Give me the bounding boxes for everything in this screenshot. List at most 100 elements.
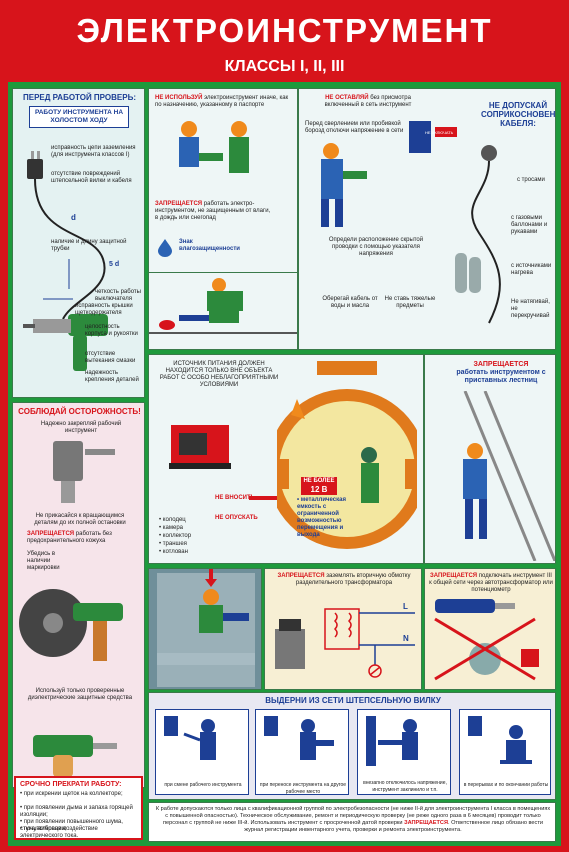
autotransformer-illustration bbox=[434, 599, 539, 681]
label-N: N bbox=[403, 634, 409, 643]
rain-forbidden: ЗАПРЕЩАЕТСЯ работать электро-инструменто… bbox=[155, 201, 273, 222]
panel-usage-rules: НЕ ИСПОЛЬЗУЙ электроинструмент иначе, ка… bbox=[148, 88, 298, 273]
panel-unplug: ВЫДЕРНИ ИЗ СЕТИ ШТЕПСЕЛЬНУЮ ВИЛКУ при см… bbox=[148, 692, 556, 800]
carrying-worker-icon bbox=[264, 716, 334, 760]
drill-hands-illustration bbox=[33, 735, 117, 777]
no-leave-text: НЕ ОСТАВЛЯЙ без присмотра включенный в с… bbox=[313, 95, 423, 109]
place-chamber: • камера bbox=[159, 525, 183, 531]
unplug-case-4-text: в перерывах и по окончании работы bbox=[463, 782, 549, 788]
drop-icon bbox=[158, 239, 172, 257]
panel-check-before-work: ПЕРЕД РАБОТОЙ ПРОВЕРЬ: РАБОТУ ИНСТРУМЕНТ… bbox=[12, 88, 145, 398]
ladder-forbidden-rest: работать инструментом с приставных лестн… bbox=[456, 369, 546, 384]
panel-cable-protection bbox=[148, 273, 298, 350]
unplug-case-1-text: при смене рабочего инструмента bbox=[164, 782, 242, 788]
panel-confined-space: ИСТОЧНИК ПИТАНИЯ ДОЛЖЕН НАХОДИТСЯ ТОЛЬКО… bbox=[148, 354, 424, 564]
cable-heading: НЕ ДОПУСКАЙ СОПРИКОСНОВЕНИЯ КАБЕЛЯ: bbox=[481, 101, 556, 128]
panel-be-careful: СОБЛЮДАЙ ОСТОРОЖНОСТЬ! Надежно закрепляй… bbox=[12, 402, 145, 788]
protective-text: Используй только проверенные диэлектриче… bbox=[27, 688, 133, 701]
check-label-tube: наличие и длину защитной трубки bbox=[51, 239, 127, 252]
check-label-parts: надежность крепления деталей bbox=[85, 370, 139, 383]
resting-worker-icon bbox=[468, 716, 532, 764]
protect-cable-text: Оберегай кабель от воды и масла bbox=[322, 296, 378, 309]
workers-illustration bbox=[179, 121, 249, 173]
transformer-illustration bbox=[275, 608, 415, 678]
check-label-plug: отсутствие повреждений штепсельной вилки… bbox=[51, 171, 132, 184]
unplug-case-1: при смене рабочего инструмента bbox=[155, 709, 249, 795]
panel-transformer: ЗАПРЕЩАЕТСЯ заземлять вторичную обмотку … bbox=[264, 568, 422, 690]
voltage-line-2: 12 В bbox=[310, 485, 328, 494]
cable-item-heat: с источниками нагрева bbox=[511, 263, 552, 276]
plug-worker-icon bbox=[164, 716, 216, 760]
unplug-heading: ВЫДЕРНИ ИЗ СЕТИ ШТЕПСЕЛЬНУЮ ВИЛКУ bbox=[265, 696, 441, 705]
autotransformer-text: ЗАПРЕЩАЕТСЯ подключать инструмент III к … bbox=[429, 573, 553, 594]
poster-title: ЭЛЕКТРОИНСТРУМЕНТ bbox=[76, 12, 493, 49]
no-heavy-text: Не ставь тяжелые предметы bbox=[384, 296, 436, 309]
autotransformer-forbidden-rest: подключать инструмент III к общей сети ч… bbox=[429, 573, 553, 593]
footer-text-a: К работе допускаются только лица с квали… bbox=[155, 806, 551, 826]
panel-footer: К работе допускаются только лица с квали… bbox=[148, 802, 556, 842]
no-use-bold: НЕ ИСПОЛЬЗУЙ bbox=[155, 95, 203, 101]
autotransformer-forbidden-bold: ЗАПРЕЩАЕТСЯ bbox=[430, 573, 478, 579]
drill-cable-illustration bbox=[23, 151, 108, 371]
place-collector: • коллектор bbox=[159, 533, 192, 539]
secure-tool-text: Надежно закрепляй рабочий инструмент bbox=[40, 421, 122, 434]
dim-d: d bbox=[71, 213, 76, 222]
guard-forbidden-bold: ЗАПРЕЩАЕТСЯ bbox=[27, 531, 75, 537]
panel-autotransformer: ЗАПРЕЩАЕТСЯ подключать инструмент III к … bbox=[424, 568, 556, 690]
ladder-text: ЗАПРЕЩАЕТСЯ работать инструментом с прис… bbox=[449, 361, 553, 385]
voltage-line-1: НЕ БОЛЕЕ bbox=[303, 478, 335, 484]
guard-forbidden-rest: работать без предохранительного кожуха bbox=[27, 531, 112, 544]
panel-manhole bbox=[148, 568, 262, 690]
tank-text: • металлическая емкость с ограниченной в… bbox=[297, 497, 346, 538]
no-use-rest: электроинструмент иначе, как по назначен… bbox=[155, 95, 289, 108]
place-pit: • котлован bbox=[159, 549, 188, 555]
footer-text-bold: ЗАПРЕЩАЕТСЯ bbox=[404, 820, 448, 826]
transformer-text: ЗАПРЕЩАЕТСЯ заземлять вторичную обмотку … bbox=[271, 573, 417, 587]
rain-forbidden-rest: работать электро-инструментом, не защище… bbox=[155, 201, 271, 221]
marking-text: Убедись в наличии маркировки bbox=[27, 551, 60, 571]
no-bring-label: НЕ ВНОСИТЬ bbox=[215, 495, 255, 501]
check-label-brush-cover: исправность крышки щеткодержателя bbox=[75, 303, 133, 316]
careful-heading: СОБЛЮДАЙ ОСТОРОЖНОСТЬ! bbox=[18, 407, 141, 416]
tank-illustration bbox=[277, 361, 417, 549]
unplug-case-3-text: внезапно отключилось напряжение, инструм… bbox=[363, 780, 447, 793]
jammed-tool-icon bbox=[366, 716, 418, 766]
check-heading: ПЕРЕД РАБОТОЙ ПРОВЕРЬ: bbox=[22, 93, 136, 102]
moisture-sign-text: Знак влагозащищенности bbox=[179, 239, 240, 252]
poster-subtitle: КЛАССЫ I, II, III bbox=[224, 58, 345, 75]
check-label-switch: четкость работы выключателя bbox=[95, 289, 141, 302]
no-touch-text: Не прикасайся к вращающимся деталям до и… bbox=[34, 513, 126, 526]
grinder-illustration bbox=[19, 589, 123, 661]
panel-ladder: ЗАПРЕЩАЕТСЯ работать инструментом с прис… bbox=[424, 354, 556, 564]
worker-drilling-illustration bbox=[321, 143, 367, 227]
ladder-worker-illustration bbox=[463, 391, 555, 561]
unplug-case-2: при переносе инструмента на другое рабоч… bbox=[255, 709, 349, 795]
no-use-text: НЕ ИСПОЛЬЗУЙ электроинструмент иначе, ка… bbox=[155, 95, 293, 109]
stop-item-sparks: • при искрении щеток на коллекторе; bbox=[20, 791, 123, 797]
panel-stop-work: СРОЧНО ПРЕКРАТИ РАБОТУ: • при искрении щ… bbox=[14, 776, 143, 840]
cable-item-ropes: с тросами bbox=[517, 177, 545, 183]
transformer-forbidden-bold: ЗАПРЕЩАЕТСЯ bbox=[277, 573, 325, 579]
idle-check-box: РАБОТУ ИНСТРУМЕНТА НА ХОЛОСТОМ ХОДУ bbox=[29, 106, 129, 128]
ladder-forbidden-bold: ЗАПРЕЩАЕТСЯ bbox=[473, 361, 529, 368]
unplug-case-4: в перерывах и по окончании работы bbox=[459, 709, 551, 795]
do-not-turn-on-plate: НЕ ВКЛЮЧАТЬ bbox=[425, 130, 454, 135]
no-pull-text: Не натягивай, не перекручивай bbox=[511, 299, 550, 319]
check-label-ground: исправность цепи заземления (для инструм… bbox=[51, 145, 136, 158]
place-trench: • траншея bbox=[159, 541, 187, 547]
rain-forbidden-bold: ЗАПРЕЩАЕТСЯ bbox=[155, 201, 203, 207]
panel-cable-rules: НЕ ОСТАВЛЯЙ без присмотра включенный в с… bbox=[298, 88, 556, 350]
manhole-worker-illustration bbox=[149, 569, 261, 689]
no-leave-bold: НЕ ОСТАВЛЯЙ bbox=[325, 95, 369, 101]
transformer-forbidden-rest: заземлять вторичную обмотку разделительн… bbox=[295, 573, 411, 586]
no-lower-label: НЕ ОПУСКАТЬ bbox=[215, 515, 258, 521]
footer-text: К работе допускаются только лица с квали… bbox=[155, 806, 551, 834]
dim-5d: 5 d bbox=[109, 261, 120, 268]
switchboard-illustration bbox=[409, 121, 457, 153]
before-drill-text: Перед сверлением или пробивкой борозд от… bbox=[305, 121, 404, 134]
stop-item-current: • почувствовав воздействие электрическог… bbox=[20, 826, 98, 839]
chuck-illustration bbox=[53, 441, 115, 503]
cable-hazards-illustration bbox=[455, 145, 501, 324]
guard-forbidden: ЗАПРЕЩАЕТСЯ работать без предохранительн… bbox=[27, 531, 133, 545]
stop-item-smoke: • при появлении дыма и запаха горящей из… bbox=[20, 805, 133, 818]
